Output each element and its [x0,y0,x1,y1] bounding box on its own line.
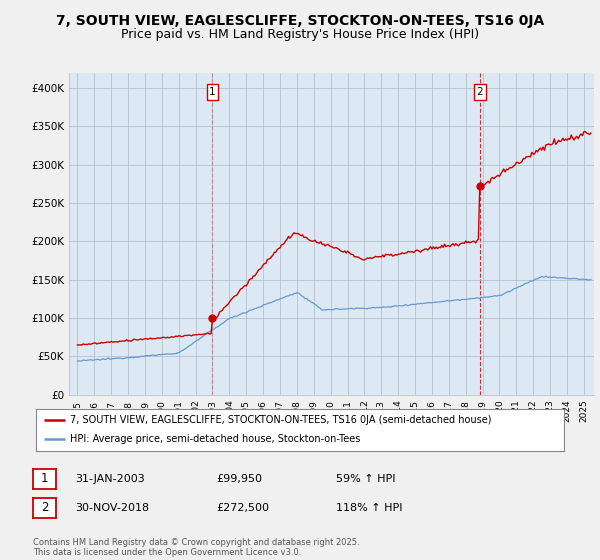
Text: 118% ↑ HPI: 118% ↑ HPI [336,503,403,513]
Text: Contains HM Land Registry data © Crown copyright and database right 2025.
This d: Contains HM Land Registry data © Crown c… [33,538,359,557]
Text: 30-NOV-2018: 30-NOV-2018 [75,503,149,513]
Text: 1: 1 [41,472,48,486]
Text: 31-JAN-2003: 31-JAN-2003 [75,474,145,484]
Text: Price paid vs. HM Land Registry's House Price Index (HPI): Price paid vs. HM Land Registry's House … [121,28,479,41]
Text: 2: 2 [476,87,483,97]
Text: £99,950: £99,950 [216,474,262,484]
Text: HPI: Average price, semi-detached house, Stockton-on-Tees: HPI: Average price, semi-detached house,… [70,435,361,445]
Text: 1: 1 [209,87,216,97]
Text: £272,500: £272,500 [216,503,269,513]
Text: 7, SOUTH VIEW, EAGLESCLIFFE, STOCKTON-ON-TEES, TS16 0JA: 7, SOUTH VIEW, EAGLESCLIFFE, STOCKTON-ON… [56,14,544,28]
Text: 7, SOUTH VIEW, EAGLESCLIFFE, STOCKTON-ON-TEES, TS16 0JA (semi-detached house): 7, SOUTH VIEW, EAGLESCLIFFE, STOCKTON-ON… [70,415,492,425]
Text: 59% ↑ HPI: 59% ↑ HPI [336,474,395,484]
Text: 2: 2 [41,501,48,515]
